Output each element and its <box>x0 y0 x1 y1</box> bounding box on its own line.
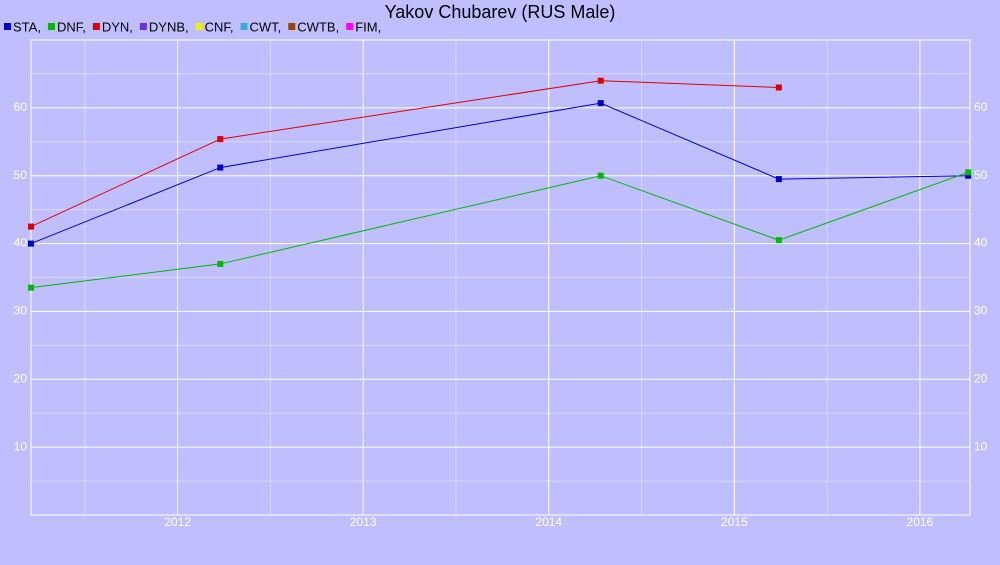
data-point <box>28 284 34 291</box>
legend-label: FIM, <box>355 19 381 34</box>
y2-tick-label: 40 <box>974 236 988 250</box>
data-point <box>775 176 782 183</box>
legend-swatch <box>92 23 100 30</box>
legend-swatch <box>139 23 147 30</box>
data-point <box>28 223 34 230</box>
y-tick-label: 50 <box>14 168 28 182</box>
data-point <box>597 100 604 107</box>
y-tick-label: 30 <box>14 304 28 318</box>
y2-tick-label: 20 <box>974 371 988 385</box>
legend-swatch <box>240 23 248 30</box>
chart-title: Yakov Chubarev (RUS Male) <box>385 2 616 22</box>
legend-item: CNF, <box>195 19 234 34</box>
y-tick-label: 10 <box>14 439 28 453</box>
y2-tick-label: 10 <box>974 439 988 453</box>
legend-label: CWTB, <box>297 19 339 34</box>
data-point <box>28 240 34 247</box>
data-point <box>775 237 782 244</box>
data-point <box>965 169 972 176</box>
legend-item: CWTB, <box>288 19 339 34</box>
data-point <box>217 136 224 143</box>
plot-frame <box>30 39 971 516</box>
legend-swatch <box>346 23 354 30</box>
data-point <box>217 164 224 171</box>
x-tick-label: 2015 <box>721 515 748 529</box>
legend-label: DNF, <box>57 19 86 34</box>
x-tick-label: 2013 <box>350 515 377 529</box>
data-point <box>597 77 604 84</box>
y-tick-label: 20 <box>14 371 28 385</box>
legend-label: DYNB, <box>149 19 189 34</box>
y2-tick-label: 30 <box>974 304 988 318</box>
x-tick-label: 2016 <box>907 515 934 529</box>
series-line <box>30 80 779 228</box>
data-point <box>775 84 782 91</box>
data-point <box>597 172 604 179</box>
legend-label: CNF, <box>205 19 234 34</box>
legend-label: DYN, <box>102 19 133 34</box>
y-tick-label: 60 <box>14 100 28 114</box>
legend-item: DYNB, <box>139 19 189 34</box>
y2-tick-label: 50 <box>974 168 988 182</box>
data-point <box>217 260 224 267</box>
legend-label: CWT, <box>250 19 282 34</box>
x-tick-label: 2014 <box>535 515 562 529</box>
y-tick-label: 40 <box>14 236 28 250</box>
legend-item: STA, <box>4 19 41 34</box>
legend-swatch <box>4 23 11 30</box>
legend-swatch <box>288 23 296 30</box>
legend-item: DNF, <box>47 19 86 34</box>
y2-tick-label: 60 <box>974 100 988 114</box>
legend-swatch <box>195 23 203 30</box>
legend-swatch <box>47 23 55 30</box>
legend-label: STA, <box>13 19 41 34</box>
legend-item: CWT, <box>240 19 282 34</box>
data-point <box>965 172 972 179</box>
legend-item: DYN, <box>92 19 133 34</box>
x-tick-label: 2012 <box>164 515 191 529</box>
legend-item: FIM, <box>346 19 381 34</box>
